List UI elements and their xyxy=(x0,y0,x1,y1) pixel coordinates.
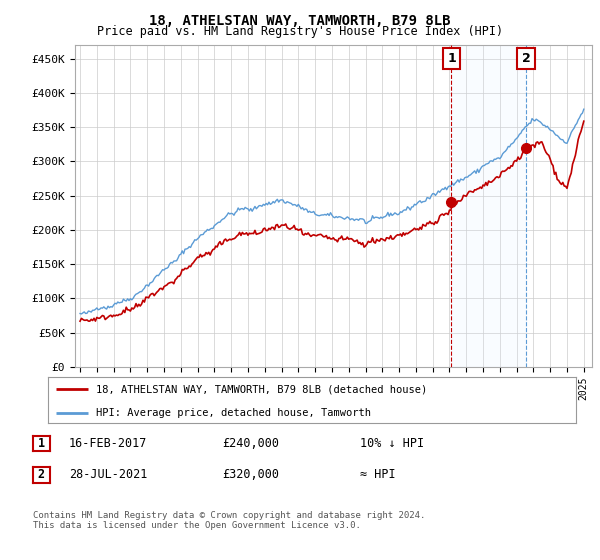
Text: 1: 1 xyxy=(38,437,45,450)
Text: HPI: Average price, detached house, Tamworth: HPI: Average price, detached house, Tamw… xyxy=(95,408,371,418)
Text: 1: 1 xyxy=(447,52,456,65)
Text: Price paid vs. HM Land Registry's House Price Index (HPI): Price paid vs. HM Land Registry's House … xyxy=(97,25,503,38)
Text: 28-JUL-2021: 28-JUL-2021 xyxy=(69,468,148,482)
Text: £240,000: £240,000 xyxy=(222,437,279,450)
Text: Contains HM Land Registry data © Crown copyright and database right 2024.
This d: Contains HM Land Registry data © Crown c… xyxy=(33,511,425,530)
Bar xyxy=(451,45,526,367)
Text: 10% ↓ HPI: 10% ↓ HPI xyxy=(360,437,424,450)
Text: £320,000: £320,000 xyxy=(222,468,279,482)
Text: 16-FEB-2017: 16-FEB-2017 xyxy=(69,437,148,450)
Text: 18, ATHELSTAN WAY, TAMWORTH, B79 8LB: 18, ATHELSTAN WAY, TAMWORTH, B79 8LB xyxy=(149,14,451,28)
Text: 2: 2 xyxy=(522,52,530,65)
Text: 2: 2 xyxy=(38,468,45,482)
Text: 18, ATHELSTAN WAY, TAMWORTH, B79 8LB (detached house): 18, ATHELSTAN WAY, TAMWORTH, B79 8LB (de… xyxy=(95,384,427,394)
Text: ≈ HPI: ≈ HPI xyxy=(360,468,395,482)
